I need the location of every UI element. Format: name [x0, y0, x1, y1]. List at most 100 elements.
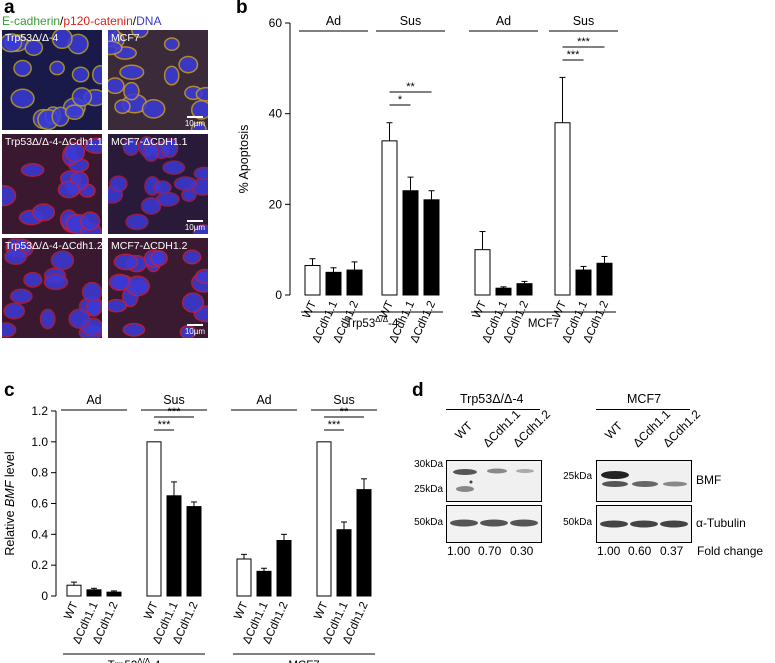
bar — [554, 122, 571, 296]
bar — [166, 495, 182, 597]
fold-value: 0.37 — [660, 544, 684, 558]
tubulin-blot-trp53 — [446, 505, 542, 543]
panel-a-letter: a — [4, 0, 15, 18]
bmf-blot-trp53 — [446, 460, 542, 502]
y-axis-title: % Apoptosis — [237, 125, 251, 194]
bar — [236, 558, 252, 597]
significance-marker: *** — [158, 419, 172, 431]
marker-label: 25kDa — [414, 484, 443, 495]
condition-header: Sus — [400, 14, 422, 28]
y-tick-label: 0.2 — [31, 558, 48, 572]
y-tick-label: 0 — [41, 589, 48, 603]
micrograph-image: Trp53Δ/Δ-4-ΔCdh1.2 — [2, 238, 102, 338]
micrograph-label: Trp53Δ/Δ-4-ΔCdh1.1 — [5, 136, 102, 148]
lane-label: WT — [602, 418, 626, 442]
bar — [356, 489, 372, 597]
blot-title-mcf7: MCF7 — [627, 392, 662, 406]
scale-bar: 10µm — [185, 324, 205, 336]
y-tick-label: 40 — [269, 107, 283, 121]
marker-label: 25kDa — [563, 471, 592, 482]
y-tick-label: 1.2 — [31, 404, 48, 418]
lane-label: WT — [452, 418, 476, 442]
marker-label: 50kDa — [563, 517, 592, 528]
condition-header: Sus — [163, 393, 185, 407]
significance-marker: *** — [168, 406, 182, 418]
panel-d-letter: d — [412, 380, 424, 401]
bar — [516, 283, 533, 296]
fold-value: 0.70 — [478, 544, 502, 558]
significance-marker: * — [398, 94, 403, 106]
micrograph-image: MCF7-ΔCDH1.2 10µm — [108, 238, 208, 338]
y-tick-label: 0.4 — [31, 527, 48, 541]
marker-label: 30kDa — [414, 459, 443, 470]
category-label: WT — [301, 299, 319, 320]
panel-a-legend: E-cadherin/p120-catenin/DNA — [2, 14, 161, 28]
condition-header: Ad — [326, 14, 341, 28]
bar — [495, 287, 512, 296]
panel-b-letter: b — [236, 0, 248, 18]
y-tick-label: 1.0 — [31, 435, 48, 449]
cell-line-label: Trp53Δ/Δ-4 — [108, 657, 161, 663]
bar — [66, 584, 82, 597]
bar — [575, 269, 592, 296]
condition-header: Ad — [256, 393, 271, 407]
condition-header: Sus — [333, 393, 355, 407]
blot-title-line — [446, 409, 540, 410]
micrograph-label: Trp53Δ/Δ-4 — [5, 32, 59, 44]
significance-marker: ** — [340, 406, 349, 418]
bar — [146, 441, 162, 597]
significance-marker: ** — [406, 81, 415, 93]
significance-marker: *** — [577, 36, 591, 48]
y-tick-label: 60 — [269, 16, 283, 30]
blot-title-line — [596, 409, 690, 410]
cell-line-label: Trp53Δ/Δ-4 — [346, 315, 399, 330]
band-name-bmf: BMF — [696, 473, 722, 487]
panel-c-letter: c — [4, 380, 15, 401]
micrograph-label: MCF7-ΔCDH1.2 — [111, 240, 188, 252]
legend-p120: p120-catenin — [63, 14, 133, 28]
bar — [186, 506, 202, 597]
y-tick-label: 0.6 — [31, 497, 48, 511]
bar — [86, 589, 102, 597]
bar — [316, 441, 332, 597]
band-name-tubulin: α-Tubulin — [696, 516, 746, 530]
category-label: WT — [312, 600, 330, 621]
significance-marker: *** — [328, 419, 342, 431]
bar — [402, 190, 419, 296]
category-label: WT — [62, 600, 80, 621]
bar — [276, 540, 292, 597]
condition-header: Ad — [496, 14, 511, 28]
bar — [304, 265, 321, 296]
micrograph-image: MCF7-ΔCDH1.1 10µm — [108, 134, 208, 234]
fold-value: 0.60 — [628, 544, 652, 558]
bar — [106, 591, 122, 597]
condition-header: Sus — [573, 14, 595, 28]
cell-line-label: MCF7 — [288, 660, 319, 663]
bar — [336, 529, 352, 597]
condition-header: Ad — [86, 393, 101, 407]
micrograph-label: MCF7-ΔCDH1.1 — [111, 136, 188, 148]
bar — [346, 269, 363, 296]
bmf-level-chart: 0 0.2 0.4 0.6 0.8 1.0 1.2 Relative BMF level Ad W… — [3, 393, 377, 663]
y-axis-title: Relative BMF level — [3, 451, 17, 555]
category-label: WT — [471, 299, 489, 320]
fold-value: 1.00 — [447, 544, 471, 558]
y-tick-label: 0.8 — [31, 466, 48, 480]
scale-bar: 10µm — [185, 220, 205, 232]
scale-bar: 10µm — [185, 116, 205, 128]
fold-value: 1.00 — [597, 544, 621, 558]
tubulin-blot-mcf7 — [596, 505, 692, 543]
micrograph-label: Trp53Δ/Δ-4-ΔCdh1.2 — [5, 240, 102, 252]
legend-slash: / — [132, 14, 137, 28]
y-tick-label: 20 — [269, 197, 283, 211]
fold-change-label: Fold change — [697, 544, 764, 558]
bar — [381, 140, 398, 296]
bar — [596, 262, 613, 296]
y-tick-label: 0 — [275, 288, 282, 302]
legend-slash: / — [60, 14, 64, 28]
blot-title-trp53: Trp53Δ/Δ-4 — [460, 392, 524, 406]
fold-value: 0.30 — [510, 544, 534, 558]
legend-ecadherin: E-cadherin — [2, 14, 61, 28]
category-label: WT — [232, 600, 250, 621]
significance-marker: *** — [567, 49, 581, 61]
